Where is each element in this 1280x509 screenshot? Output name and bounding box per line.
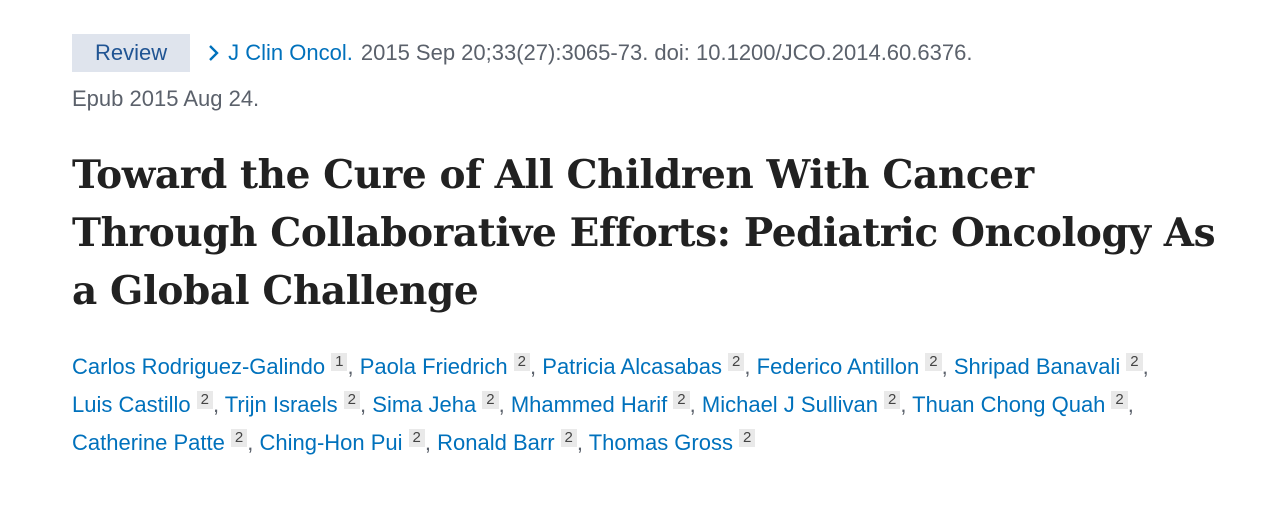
affiliation-number[interactable]: 2: [738, 429, 756, 447]
author-list: Carlos Rodriguez-Galindo 1, Paola Friedri…: [72, 348, 1192, 462]
separator: ,: [576, 430, 583, 455]
affiliation-number[interactable]: 2: [196, 391, 213, 409]
author-link[interactable]: Mhammed Harif: [510, 392, 668, 417]
affiliation-number[interactable]: 2: [883, 391, 901, 409]
author: Catherine Patte 2,: [72, 429, 254, 455]
author: Sima Jeha 2,: [372, 391, 505, 417]
article-title: Toward the Cure of All Children With Can…: [72, 152, 1216, 314]
author-link[interactable]: Catherine Patte: [72, 430, 225, 455]
affiliation-number[interactable]: 2: [673, 391, 690, 409]
author: Paola Friedrich 2,: [359, 353, 537, 379]
author: Luis Castillo 2,: [72, 391, 220, 417]
author-link[interactable]: Paola Friedrich: [359, 354, 508, 379]
author-link[interactable]: Federico Antillon: [756, 354, 920, 379]
author: Shripad Banavali 2,: [953, 353, 1149, 379]
separator: ,: [941, 354, 948, 379]
chevron-icon: [209, 45, 219, 61]
author: Patricia Alcasabas 2,: [542, 353, 751, 379]
author: Michael J Sullivan 2,: [701, 391, 907, 417]
separator: ,: [689, 392, 696, 417]
author-link[interactable]: Ronald Barr: [437, 430, 555, 455]
author-link[interactable]: Shripad Banavali: [953, 354, 1121, 379]
affiliation-number[interactable]: 2: [408, 429, 425, 447]
author: Federico Antillon 2,: [756, 353, 948, 379]
publication-type[interactable]: Review: [72, 34, 191, 72]
citation-details: 2015 Sep 20;33(27):3065-73. doi: 10.1200…: [360, 40, 973, 65]
author-link[interactable]: Trijn Israels: [224, 392, 338, 417]
separator: ,: [498, 392, 505, 417]
affiliation-number[interactable]: 2: [560, 429, 577, 447]
author: Carlos Rodriguez-Galindo 1,: [72, 353, 354, 379]
affiliation-number[interactable]: 2: [1126, 353, 1143, 371]
separator: ,: [347, 354, 354, 379]
author-link[interactable]: Thuan Chong Quah: [912, 392, 1106, 417]
affiliation-number[interactable]: 2: [230, 429, 248, 447]
affiliation-number[interactable]: 2: [513, 353, 531, 371]
author-link[interactable]: Ching-Hon Pui: [259, 430, 403, 455]
author-link[interactable]: Michael J Sullivan: [701, 392, 878, 417]
separator: ,: [247, 430, 254, 455]
author: Ching-Hon Pui 2,: [259, 429, 432, 455]
separator: ,: [212, 392, 220, 417]
separator: ,: [360, 392, 367, 417]
author-link[interactable]: Luis Castillo: [72, 392, 191, 417]
article-header: Review J Clin Oncol. 2015 Sep 20;33(27):…: [72, 34, 1252, 462]
author-link[interactable]: Patricia Alcasabas: [542, 354, 723, 379]
separator: ,: [744, 354, 751, 379]
separator: ,: [424, 430, 432, 455]
separator: ,: [900, 392, 907, 417]
author: Mhammed Harif 2,: [510, 391, 696, 417]
separator: ,: [530, 354, 537, 379]
author: Ronald Barr 2,: [437, 429, 583, 455]
epub-date: Epub 2015 Aug 24.: [72, 86, 260, 111]
separator: ,: [1127, 392, 1134, 417]
citation-row: Review J Clin Oncol. 2015 Sep 20;33(27):…: [72, 34, 1252, 72]
author-link[interactable]: Sima Jeha: [372, 392, 477, 417]
author: Thuan Chong Quah 2,: [912, 391, 1134, 417]
affiliation-number[interactable]: 1: [331, 353, 348, 371]
separator: ,: [1142, 354, 1149, 379]
author: Trijn Israels 2,: [224, 391, 367, 417]
affiliation-number[interactable]: 2: [925, 353, 942, 371]
affiliation-number[interactable]: 2: [1111, 391, 1128, 409]
author: Thomas Gross 2: [588, 429, 756, 455]
author-link[interactable]: Thomas Gross: [588, 430, 733, 455]
author-link[interactable]: Carlos Rodriguez-Galindo: [72, 354, 326, 379]
journal-link[interactable]: J Clin Oncol.: [228, 40, 353, 65]
affiliation-number[interactable]: 2: [728, 353, 745, 371]
affiliation-number[interactable]: 2: [343, 391, 361, 409]
affiliation-number[interactable]: 2: [482, 391, 499, 409]
